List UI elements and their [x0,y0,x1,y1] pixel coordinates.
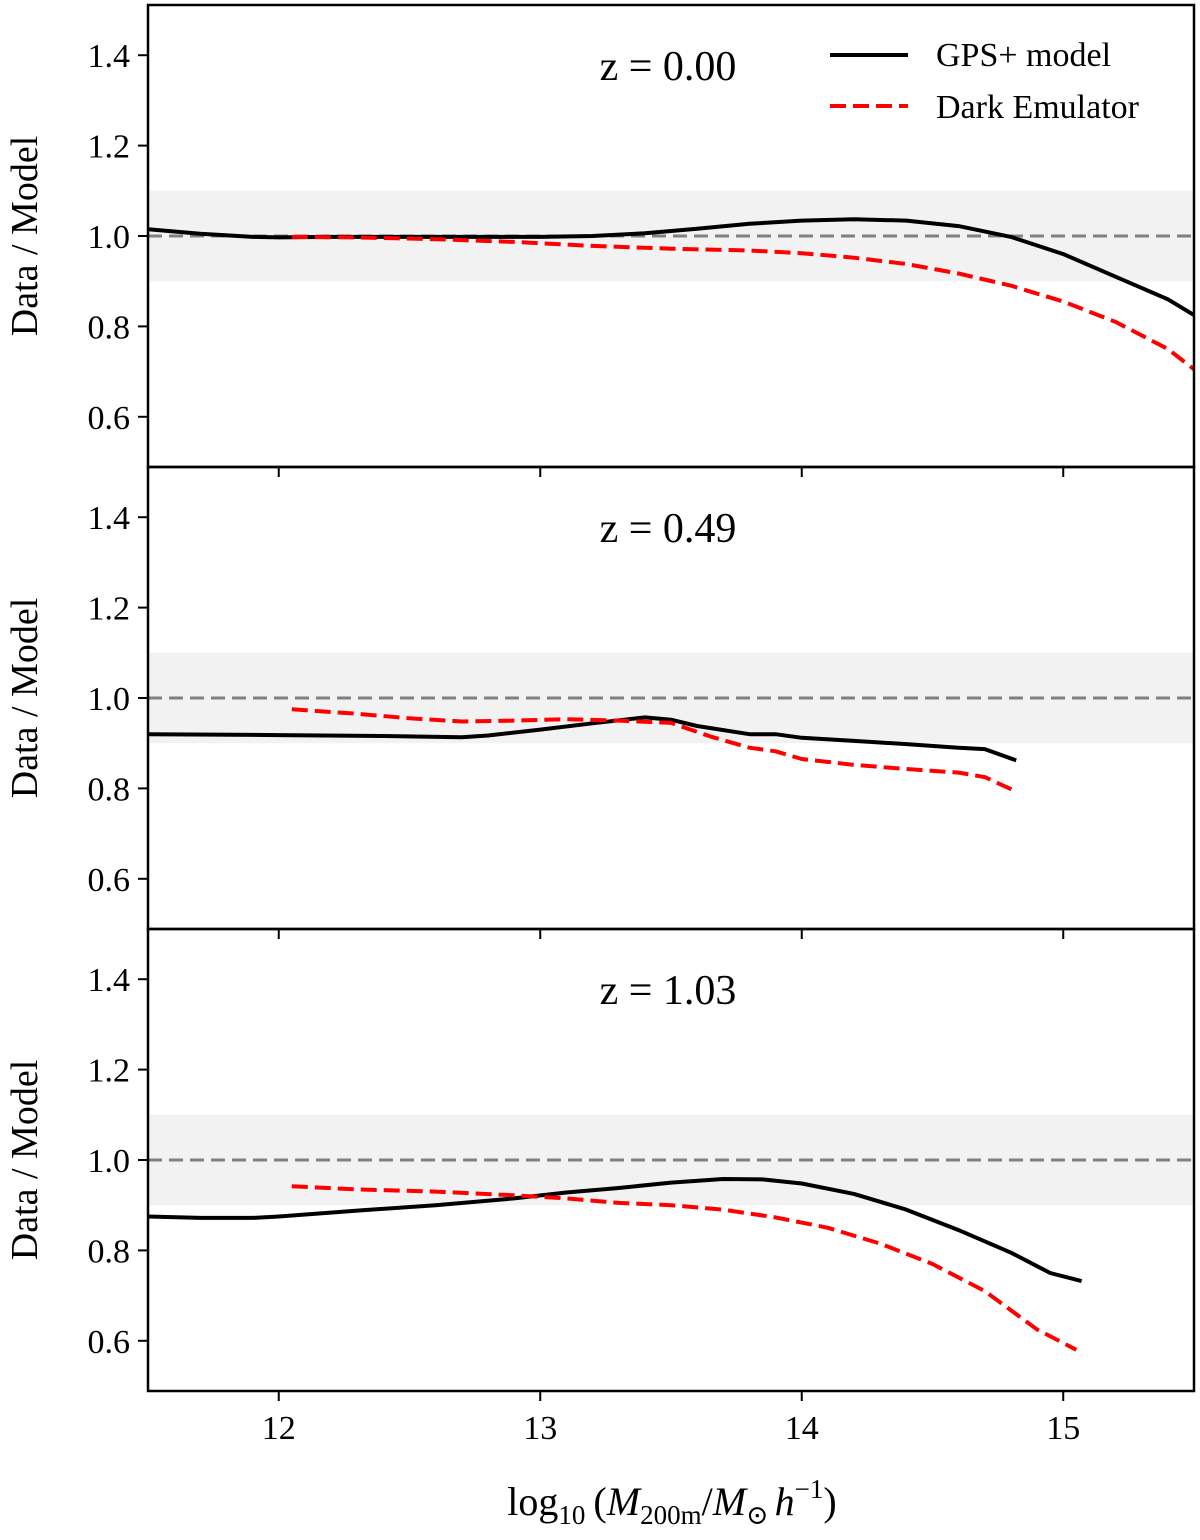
legend-label-gps: GPS+ model [936,37,1111,74]
y-tick-label: 0.8 [88,1233,131,1270]
x-tick-label: 13 [523,1410,557,1447]
y-tick-label: 0.6 [88,1324,131,1361]
y-tick-label: 0.8 [88,309,131,346]
y-tick-label: 1.0 [88,1143,131,1180]
y-tick-label: 0.6 [88,862,131,899]
y-tick-label: 1.2 [88,1053,131,1090]
panel-3: 0.6 0.8 1.0 1.2 1.4 12 13 14 15 z = 1.03 Data / Mo… [4,927,1196,1447]
series-dark-emulator [291,1184,1078,1352]
x-axis-label: log10 (M200m/M⊙ h−1) [507,1474,836,1530]
y-tick-label: 0.6 [88,400,131,437]
y-tick-label: 0.8 [88,771,131,808]
series-dark-emulator [291,234,1194,371]
y-axis-label: Data / Model [4,598,46,799]
legend-label-dark-emulator: Dark Emulator [936,89,1140,126]
y-tick-label: 1.4 [88,962,131,999]
y-tick-label: 1.4 [88,38,131,75]
panel-1: 0.6 0.8 1.0 1.2 1.4 z = 0.00 Data / Model [4,3,1196,477]
series-dark-emulator [291,707,1018,794]
y-tick-label: 1.0 [88,219,131,256]
y-tick-label: 1.4 [88,500,131,537]
series-gps-model [148,1177,1083,1284]
panel-2: 0.6 0.8 1.0 1.2 1.4 z = 0.49 Data / Model [4,465,1196,939]
axes-frame [146,927,1196,1393]
legend: GPS+ model Dark Emulator [830,37,1140,126]
x-tick-label: 14 [785,1410,819,1447]
y-tick-label: 1.2 [88,591,131,628]
x-tick-label: 12 [262,1410,296,1447]
panel-title: z = 0.49 [600,506,737,552]
y-axis-label: Data / Model [4,1060,46,1261]
panel-title: z = 0.00 [600,44,737,90]
x-tick-label: 15 [1046,1410,1080,1447]
series-gps-model [148,715,1017,763]
panel-title: z = 1.03 [600,968,737,1014]
y-tick-label: 1.2 [88,129,131,166]
y-tick-label: 1.0 [88,681,131,718]
y-axis-label: Data / Model [4,136,46,337]
